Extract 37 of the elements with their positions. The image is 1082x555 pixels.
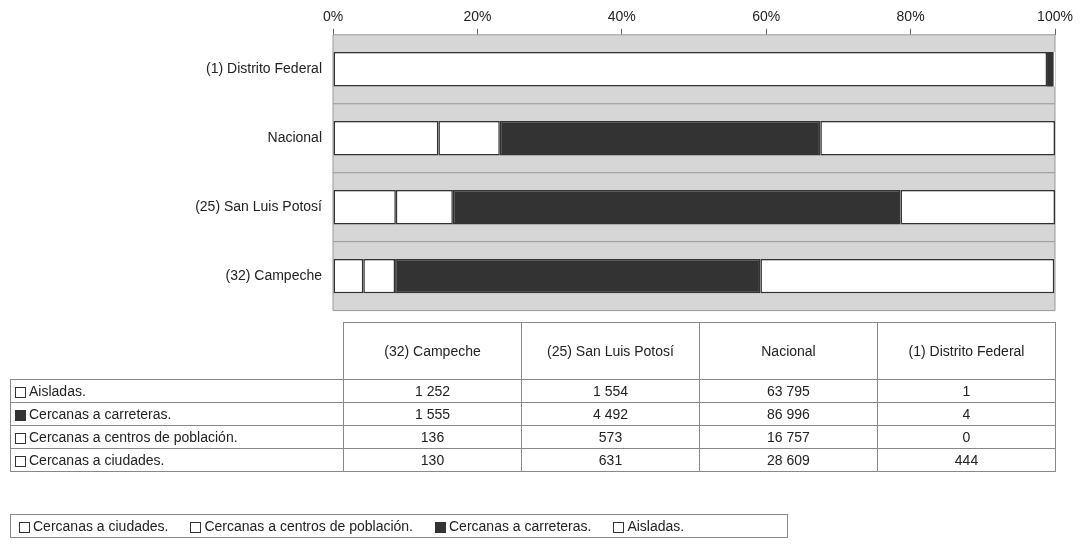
y-tick-label: Nacional [267, 129, 322, 146]
data-label: 1 [877, 379, 1056, 403]
data-label: 86 996 [699, 402, 878, 426]
data-label: 573 [521, 425, 700, 449]
x-tick-label: 20% [463, 8, 492, 25]
y-tick-label: Cercanas a ciudades. [10, 448, 344, 472]
data-label: 130 [343, 448, 522, 472]
data-label: 16 757 [699, 425, 878, 449]
legend-label: Cercanas a ciudades. [32, 518, 169, 534]
y-tick-label: (1) Distrito Federal [206, 60, 322, 77]
data-label: 1 554 [521, 379, 700, 403]
data-label: 4 492 [521, 402, 700, 426]
data-label: 4 [877, 402, 1056, 426]
y-tick-label: (32) Campeche [225, 266, 323, 283]
data-label: 136 [343, 425, 522, 449]
data-label: 63 795 [699, 379, 878, 403]
x-tick-label: (32) Campeche [343, 322, 522, 380]
legend-label: Aisladas. [626, 518, 685, 534]
data-label: 0 [877, 425, 1056, 449]
x-tick-label: (25) San Luis Potosí [521, 322, 700, 380]
x-tick-label: 0% [322, 8, 344, 25]
x-tick-label: 60% [752, 8, 781, 25]
y-tick-label: (25) San Luis Potosí [195, 198, 323, 215]
data-label: 1 555 [343, 402, 522, 426]
data-label: 28 609 [699, 448, 878, 472]
y-tick-label: Cercanas a centros de población. [10, 425, 344, 449]
legend-label: Cercanas a carreteras. [448, 518, 592, 534]
data-label: 631 [521, 448, 700, 472]
x-tick-label: 100% [1037, 8, 1073, 25]
y-tick-label: Aisladas. [10, 379, 344, 403]
data-label: 1 252 [343, 379, 522, 403]
x-tick-label: 40% [607, 8, 636, 25]
x-tick-label: 80% [896, 8, 925, 25]
y-tick-label: Cercanas a carreteras. [10, 402, 344, 426]
data-label: 444 [877, 448, 1056, 472]
x-tick-label: Nacional [699, 322, 878, 380]
x-tick-label: (1) Distrito Federal [877, 322, 1056, 380]
